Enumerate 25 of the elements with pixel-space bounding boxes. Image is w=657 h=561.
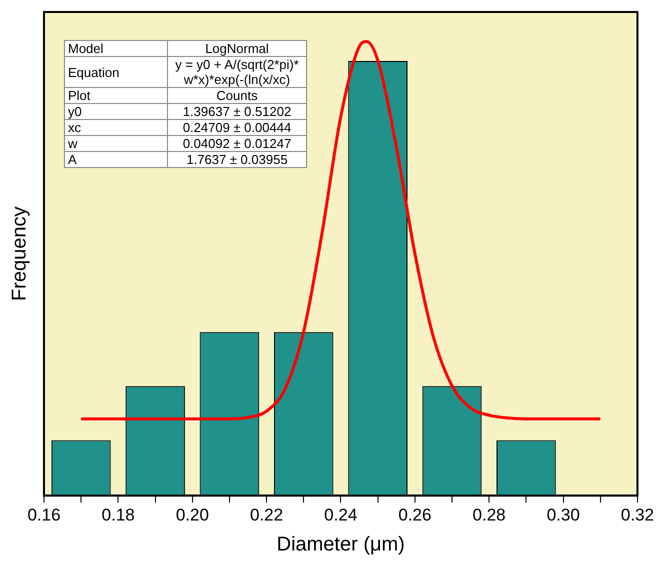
annotation: w — [64, 136, 168, 152]
x-tick-label: 0.20 — [176, 505, 209, 524]
annotation: y = y0 + A/(sqrt(2*pi)*w*x)*exp(-(ln(x/xc) — [168, 56, 306, 88]
annotation: Model — [64, 40, 168, 56]
x-tick-label: 0.28 — [472, 505, 506, 524]
x-axis-title: Diameter (μm) — [276, 534, 405, 556]
annotation: Counts — [168, 88, 306, 104]
y-axis-title: Frequency — [8, 206, 31, 302]
annotation: 0.04092 ± 0.01247 — [168, 136, 306, 152]
annotation: LogNormal — [168, 40, 306, 56]
annotation: 1.7637 ± 0.03955 — [168, 152, 306, 168]
x-tick-label: 0.24 — [324, 505, 358, 524]
annotation: 0.24709 ± 0.00444 — [168, 120, 306, 136]
annotation: y0 — [64, 104, 168, 120]
x-tick-label: 0.32 — [620, 505, 654, 524]
x-tick-label: 0.22 — [250, 505, 284, 524]
annotation: 1.39637 ± 0.51202 — [168, 104, 306, 120]
x-tick-label: 0.30 — [546, 505, 580, 524]
x-tick-label: 0.26 — [398, 505, 432, 524]
annotation: Equation — [64, 56, 168, 88]
annotation: xc — [64, 120, 168, 136]
annotation: A — [64, 152, 168, 168]
annotation: Plot — [64, 88, 168, 104]
text: 0.18 — [102, 505, 135, 524]
x-tick-label: 0.16 — [27, 505, 61, 524]
